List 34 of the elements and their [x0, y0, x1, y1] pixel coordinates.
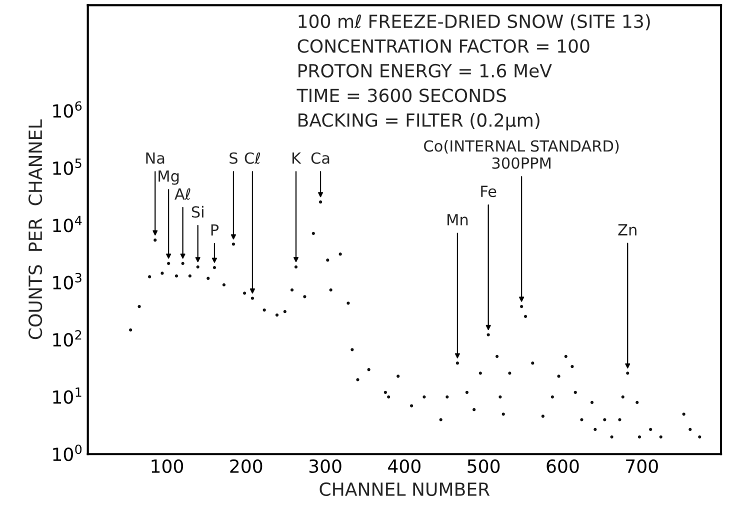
y-tick-label: 10$^{6}$: [53, 101, 82, 118]
y-tick-label: 10$^{3}$: [53, 272, 82, 290]
annotation: 100 mℓ FREEZE-DRIED SNOW (SITE 13): [298, 14, 650, 30]
annotation: Fe: [481, 186, 496, 198]
y-axis-title: COUNTS PER CHANNEL: [28, 119, 42, 340]
y-tick-label: 10$^{4}$: [53, 216, 82, 232]
annotation: TIME = 3600 SECONDS: [296, 88, 506, 102]
annotation: Co(INTERNAL STANDARD) 300PPM: [424, 140, 619, 169]
x-tick-label: 200: [230, 459, 262, 473]
annotation: CONCENTRATION FACTOR = 100: [298, 39, 590, 53]
x-tick-label: 100: [152, 459, 184, 473]
x-axis-title: CHANNEL NUMBER: [320, 482, 490, 496]
x-tick-label: 500: [468, 459, 500, 473]
annotation: S: [230, 152, 238, 164]
annotation: Ca: [311, 152, 330, 164]
annotation: K: [292, 152, 302, 164]
annotation: Mg: [158, 170, 179, 185]
y-tick-label: 10$^{2}$: [53, 330, 82, 347]
y-tick-label: 10$^{0}$: [53, 444, 82, 462]
annotation: Si: [192, 206, 204, 218]
annotation: Na: [146, 152, 164, 164]
annotation: P: [211, 224, 219, 236]
annotation: Mn: [448, 214, 468, 226]
annotation: Cℓ: [244, 152, 260, 164]
x-tick-label: 400: [388, 459, 420, 473]
annotation: Aℓ: [174, 188, 190, 200]
annotation: Zn: [618, 224, 636, 236]
annotation: BACKING = FILTER (0.2μm): [298, 112, 540, 130]
annotation: PROTON ENERGY = 1.6 MeV: [298, 64, 552, 78]
x-tick-label: 600: [546, 459, 579, 473]
y-tick-label: 10$^{5}$: [53, 158, 82, 176]
x-tick-label: 300: [309, 459, 342, 473]
x-tick-label: 700: [626, 459, 658, 473]
y-tick-label: 10$^{1}$: [53, 388, 82, 404]
